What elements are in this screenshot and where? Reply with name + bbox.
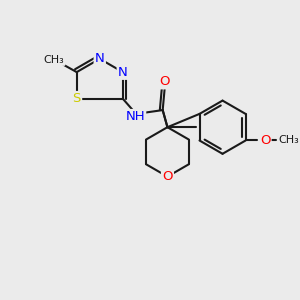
Text: N: N	[95, 52, 105, 65]
Text: CH₃: CH₃	[44, 55, 64, 65]
Text: N: N	[118, 66, 128, 79]
Text: S: S	[73, 92, 81, 105]
Text: O: O	[162, 170, 173, 183]
Text: O: O	[159, 75, 170, 88]
Text: NH: NH	[125, 110, 145, 123]
Text: O: O	[260, 134, 270, 147]
Text: CH₃: CH₃	[279, 136, 300, 146]
